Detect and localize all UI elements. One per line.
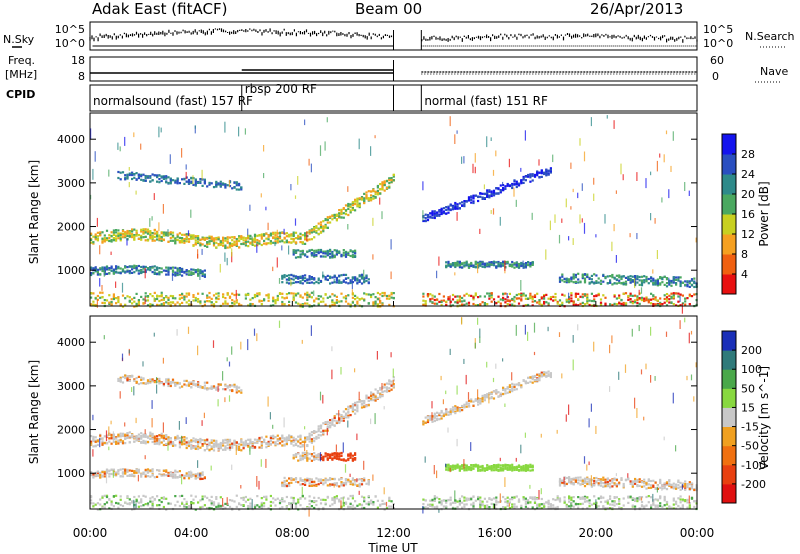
xtick-3: 12:00 bbox=[376, 526, 411, 540]
power-colorbar-tick-1: 8 bbox=[741, 248, 748, 261]
power-colorbar-tick-2: 12 bbox=[741, 228, 755, 241]
power-colorbar-swatch-6 bbox=[722, 154, 736, 175]
nsky-label: N.Sky bbox=[3, 33, 35, 46]
power-ytick-2: 3000 bbox=[57, 177, 85, 190]
nave-tick-bottom: 0 bbox=[712, 70, 719, 83]
vel-ytick-2: 3000 bbox=[57, 380, 85, 393]
power-colorbar-label: Power [dB] bbox=[757, 181, 771, 246]
freq-tick-bottom: 8 bbox=[78, 70, 85, 83]
vel-ytick-0: 1000 bbox=[57, 467, 85, 480]
power-colorbar-swatch-4 bbox=[722, 194, 736, 215]
power-ytick-0: 1000 bbox=[57, 264, 85, 277]
xtick-5: 20:00 bbox=[579, 526, 614, 540]
noise-tick-right-0: 10^5 bbox=[703, 23, 733, 36]
power-colorbar-tick-4: 20 bbox=[741, 188, 755, 201]
velocity-colorbar-swatch-5 bbox=[722, 388, 736, 408]
velocity-colorbar-swatch-0 bbox=[722, 483, 736, 504]
power-colorbar-swatch-0 bbox=[722, 274, 736, 295]
date-title: 26/Apr/2013 bbox=[590, 0, 683, 18]
velocity-colorbar-swatch-4 bbox=[722, 407, 736, 427]
beam-title: Beam 00 bbox=[355, 0, 422, 18]
power-colorbar-tick-6: 28 bbox=[741, 148, 755, 161]
cpid-segment-1: rbsp 200 RF bbox=[245, 82, 317, 96]
velocity-colorbar-swatch-3 bbox=[722, 426, 736, 447]
power-colorbar-tick-3: 16 bbox=[741, 208, 755, 221]
cpid-segment-0: normalsound (fast) 157 RF bbox=[93, 94, 253, 108]
power-scatter-image bbox=[90, 115, 698, 314]
power-colorbar-swatch-1 bbox=[722, 254, 736, 275]
power-ytick-3: 4000 bbox=[57, 133, 85, 146]
noise-tick-left-1: 10^0 bbox=[55, 37, 85, 50]
velocity-colorbar-tick-4: -15 bbox=[741, 421, 759, 434]
xtick-4: 16:00 bbox=[477, 526, 512, 540]
cpid-segment-2: normal (fast) 151 RF bbox=[424, 94, 548, 108]
noise-tick-right-1: 10^0 bbox=[703, 37, 733, 50]
nave-tick-top: 60 bbox=[710, 54, 724, 67]
velocity-colorbar-label: Velocity [m s^-1] bbox=[757, 366, 771, 470]
freq-label-2: [MHz] bbox=[5, 68, 37, 81]
station-title: Adak East (fitACF) bbox=[92, 0, 227, 18]
velocity-colorbar-tick-3: 15 bbox=[741, 401, 755, 414]
noise-tick-left-0: 10^5 bbox=[55, 23, 85, 36]
power-colorbar-swatch-7 bbox=[722, 134, 736, 155]
power-ytick-1: 2000 bbox=[57, 221, 85, 234]
freq-trace bbox=[90, 60, 697, 81]
velocity-colorbar bbox=[721, 330, 737, 504]
velocity-colorbar-swatch-2 bbox=[722, 445, 736, 466]
velocity-colorbar-tick-2: 50 bbox=[741, 382, 755, 395]
vel-ytick-1: 2000 bbox=[57, 424, 85, 437]
velocity-colorbar-swatch-1 bbox=[722, 464, 736, 485]
power-ylabel: Slant Range [km] bbox=[27, 160, 41, 264]
freq-tick-top: 18 bbox=[71, 54, 85, 67]
cpid-label: CPID bbox=[6, 88, 35, 101]
velocity-ylabel: Slant Range [km] bbox=[27, 360, 41, 464]
noise-trace bbox=[89, 28, 698, 50]
velocity-scatter-image bbox=[90, 317, 698, 517]
xtick-2: 08:00 bbox=[275, 526, 310, 540]
nsearch-label: N.Search bbox=[745, 30, 795, 43]
power-colorbar-tick-0: 4 bbox=[741, 268, 748, 281]
velocity-colorbar-tick-7: -200 bbox=[741, 478, 766, 491]
velocity-colorbar-tick-6: -100 bbox=[741, 459, 766, 472]
power-colorbar-tick-5: 24 bbox=[741, 168, 755, 181]
velocity-colorbar-tick-5: -50 bbox=[741, 440, 759, 453]
power-colorbar-swatch-2 bbox=[722, 234, 736, 255]
nave-label: Nave bbox=[760, 65, 788, 78]
xtick-0: 00:00 bbox=[73, 526, 108, 540]
velocity-colorbar-tick-0: 200 bbox=[741, 344, 762, 357]
power-colorbar-swatch-5 bbox=[722, 174, 736, 195]
velocity-colorbar-swatch-8 bbox=[722, 331, 736, 351]
vel-ytick-3: 4000 bbox=[57, 336, 85, 349]
power-colorbar-swatch-3 bbox=[722, 214, 736, 235]
x-axis-label: Time UT bbox=[367, 541, 418, 554]
xtick-6: 00:00 bbox=[680, 526, 715, 540]
freq-label-1: Freq. bbox=[8, 54, 35, 67]
velocity-colorbar-swatch-6 bbox=[722, 369, 736, 389]
velocity-colorbar-swatch-7 bbox=[722, 350, 736, 370]
xtick-1: 04:00 bbox=[174, 526, 209, 540]
velocity-colorbar-tick-1: 100 bbox=[741, 363, 762, 376]
